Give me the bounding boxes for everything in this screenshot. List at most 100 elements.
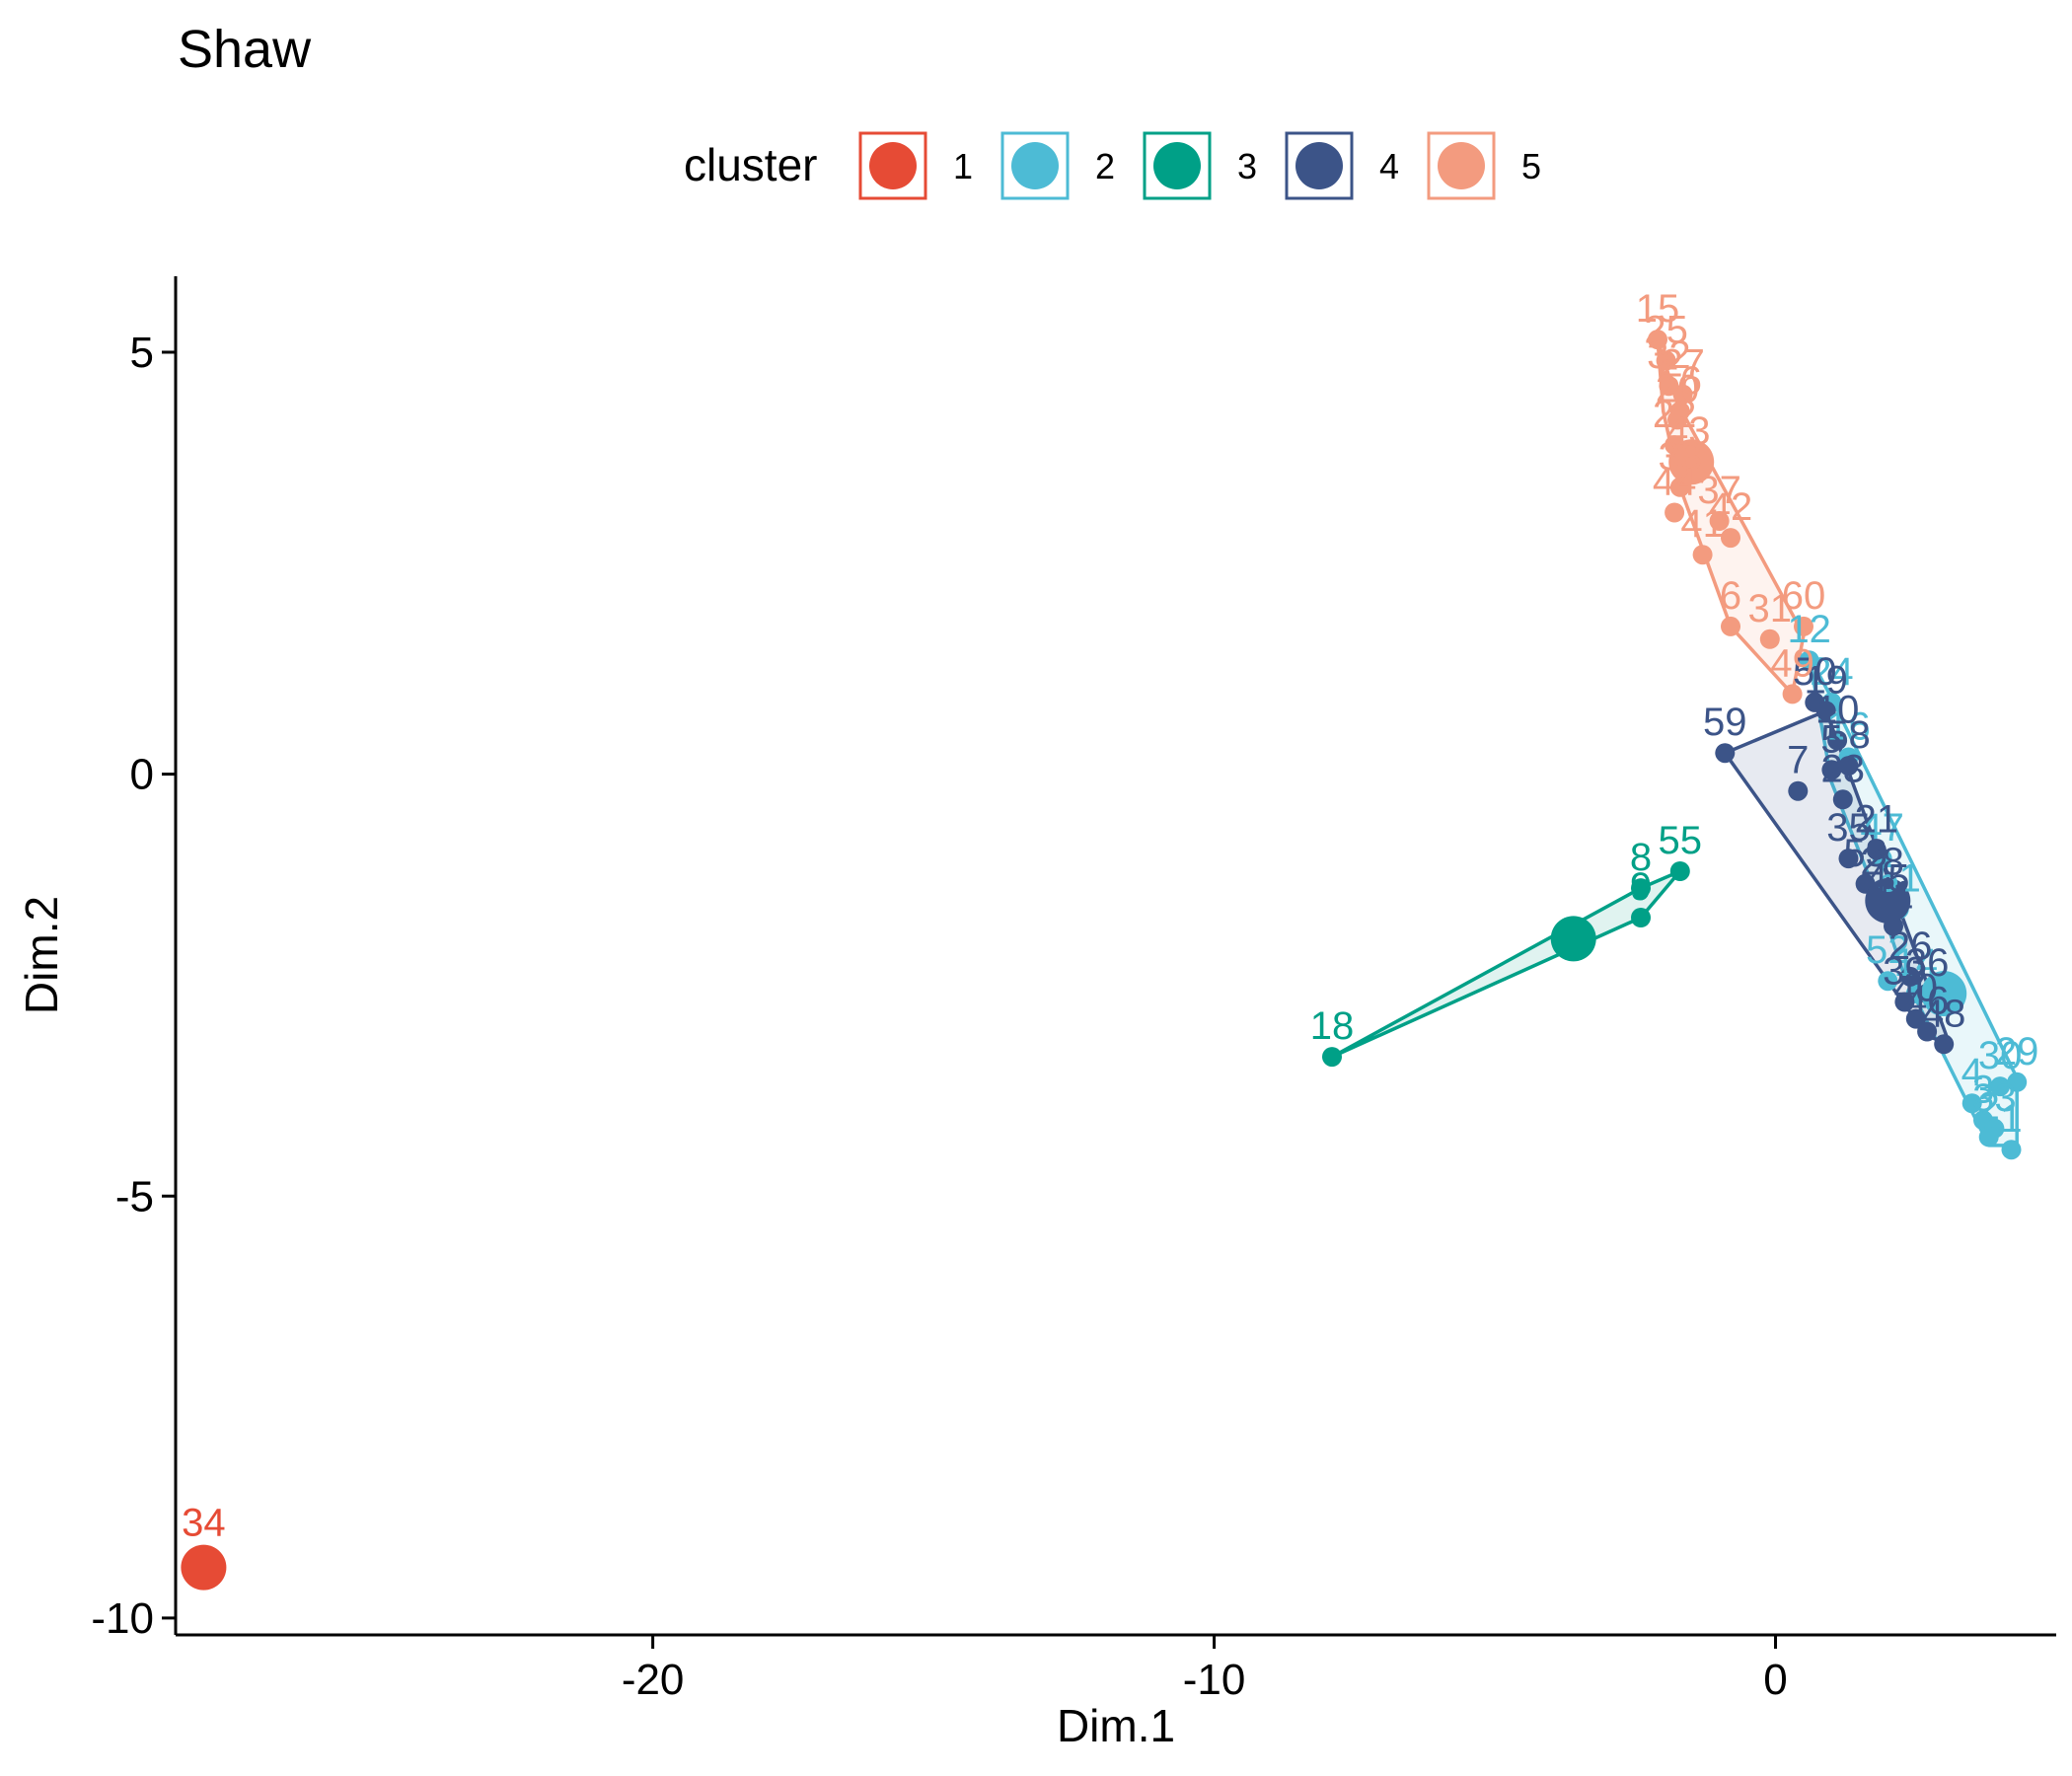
point-label-4: 4 [1961,1051,1983,1094]
point-label-38: 38 [1659,435,1703,479]
point-21 [1866,840,1887,860]
cluster-hulls [1330,337,2019,1147]
point-label-52: 52 [1866,928,1910,972]
point-27 [1672,384,1693,405]
point-1 [2001,1140,2022,1160]
point-label-12: 12 [1787,608,1831,651]
point-label-55: 55 [1659,819,1703,862]
point-55 [1669,861,1690,881]
data-points [1322,330,2028,1160]
point-37 [1709,511,1730,531]
legend: cluster 1 2 3 4 5 [684,131,1541,200]
point-label-51: 51 [1877,857,1921,901]
point-label-31: 31 [1748,587,1793,630]
legend-label-4: 4 [1379,146,1399,186]
point-label-9: 9 [1630,865,1652,909]
point-label-37: 37 [1697,469,1741,512]
point-label-56: 56 [1659,359,1703,403]
point-label-45: 45 [1866,857,1910,901]
y-axis-title: Dim.2 [16,896,67,1014]
legend-marker-4 [1295,142,1343,189]
point-label-23: 23 [1821,747,1866,790]
point-31 [1759,629,1780,649]
point-label-29: 29 [1995,1030,2039,1073]
point-label-1: 1 [2000,1097,2022,1141]
legend-marker-2 [1011,142,1059,189]
legend-label-5: 5 [1521,146,1541,186]
cluster-3-centroid [1550,916,1596,962]
point-label-59: 59 [1703,701,1747,744]
cluster-1-centroid [181,1544,227,1591]
point-26 [1900,966,1921,987]
point-label-32: 32 [1647,333,1691,377]
point-23 [1832,789,1853,810]
point-label-42: 42 [1709,485,1753,529]
point-label-16: 16 [1826,705,1871,749]
point-label-60: 60 [1782,574,1826,618]
legend-marker-1 [869,142,917,189]
point-29 [2007,1072,2028,1092]
y-tick-label: 0 [130,751,154,799]
point-label-47: 47 [1860,806,1904,850]
point-label-21: 21 [1855,798,1899,842]
x-tick-label: -20 [622,1656,685,1704]
point-58 [1838,756,1859,777]
point-4 [1961,1093,1982,1114]
y-tick-label: 5 [130,329,154,377]
point-6 [1721,616,1740,636]
point-label-19: 19 [1804,659,1848,703]
point-label-15: 15 [1636,287,1680,331]
cluster-centroids [181,439,1967,1591]
point-label-18: 18 [1310,1004,1355,1048]
point-label-11: 11 [1873,874,1914,918]
cluster-2-centroid [1921,971,1967,1016]
point-label-58: 58 [1826,713,1871,757]
point-label-49: 49 [1770,641,1814,685]
point-42 [1721,528,1740,549]
point-label-30: 30 [1978,1034,2023,1077]
point-label-14: 14 [1894,941,1939,985]
chart-title: Shaw [178,20,312,79]
point-label-3: 3 [1972,1068,1994,1111]
point-60 [1794,616,1813,636]
point-label-48: 48 [1922,992,1966,1035]
x-axis-title: Dim.1 [1057,1700,1175,1751]
point-20 [1667,409,1687,430]
point-label-40: 40 [1894,967,1939,1010]
legend-marker-3 [1153,142,1201,189]
point-25 [1656,350,1676,371]
point-label-10: 10 [1815,688,1860,731]
cluster-4-centroid [1865,877,1911,924]
point-44 [1665,502,1685,523]
point-49 [1782,684,1803,704]
x-tick-label: 0 [1763,1656,1787,1704]
point-label-35: 35 [1826,806,1871,850]
cluster-5-centroid [1668,439,1715,485]
point-19 [1815,701,1836,721]
point-9 [1631,908,1651,927]
legend-label-3: 3 [1237,146,1257,186]
point-7 [1788,780,1809,801]
point-label-24: 24 [1810,650,1854,694]
point-label-2: 2 [1978,1084,2000,1128]
point-label-43: 43 [1666,409,1711,453]
point-label-25: 25 [1644,309,1688,352]
point-label-46: 46 [1905,980,1950,1023]
point-label-50: 50 [1793,650,1837,694]
point-15 [1648,330,1667,350]
point-40 [1905,1008,1926,1029]
y-tick-label: -5 [115,1172,154,1221]
legend-label-2: 2 [1095,146,1115,186]
y-tick-label: -10 [91,1594,154,1643]
point-46 [1917,1021,1938,1042]
point-59 [1715,743,1736,764]
point-label-5: 5 [1820,717,1842,761]
point-2 [1978,1127,1999,1147]
x-ticks: -20 -10 0 [622,1635,1788,1704]
point-label-36: 36 [1905,941,1950,985]
point-label-8: 8 [1630,836,1652,879]
legend-title: cluster [684,139,817,190]
point-label-6: 6 [1720,574,1741,618]
point-48 [1934,1034,1955,1055]
cluster-3-hull [1330,869,1682,1059]
